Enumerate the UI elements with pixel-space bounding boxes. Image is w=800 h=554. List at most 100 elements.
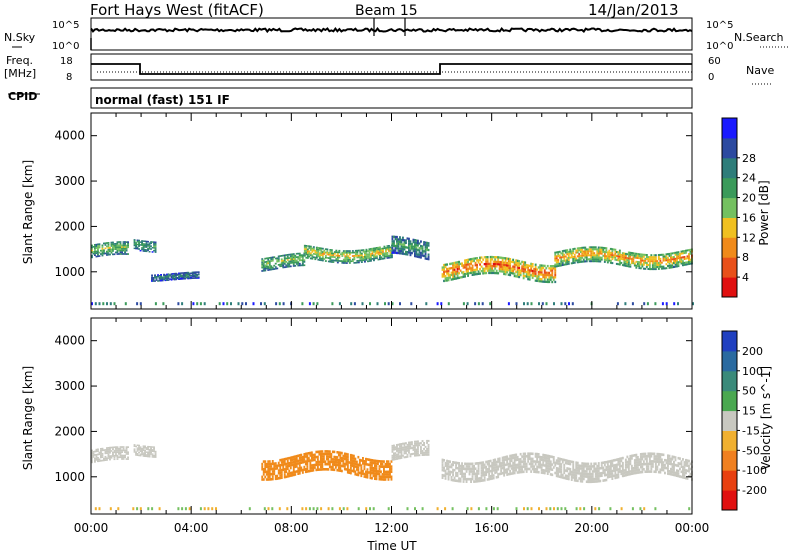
heatmap-cell <box>575 461 578 464</box>
heatmap-cell <box>144 445 146 447</box>
heatmap-cell <box>597 254 600 257</box>
heatmap-cell <box>578 259 581 262</box>
heatmap-cell <box>670 264 672 267</box>
heatmap-cell <box>415 440 418 443</box>
heatmap-cell <box>277 469 280 472</box>
heatmap-cell <box>303 255 306 257</box>
heatmap-cell <box>480 479 483 482</box>
heatmap-cell <box>587 462 590 466</box>
heatmap-cell <box>405 250 407 254</box>
heatmap-cell <box>660 453 663 456</box>
heatmap-cell <box>581 462 584 465</box>
heatmap-cell <box>680 462 683 466</box>
heatmap-cell <box>530 460 533 463</box>
heatmap-cell <box>674 265 677 268</box>
heatmap-cell <box>280 258 283 261</box>
heatmap-cell <box>682 250 684 253</box>
heatmap-cell <box>154 245 157 248</box>
heatmap-cell <box>97 253 99 256</box>
heatmap-cell <box>545 276 548 279</box>
heatmap-cell <box>667 257 669 260</box>
heatmap-cell <box>423 250 425 253</box>
heatmap-cell <box>540 266 543 269</box>
heatmap-cell <box>554 464 557 467</box>
heatmap-cell <box>283 475 286 479</box>
heatmap-cell <box>358 458 361 462</box>
heatmap-cell <box>265 478 268 481</box>
heatmap-cell <box>358 461 361 464</box>
ground-scatter-cell <box>109 302 112 306</box>
heatmap-cell <box>390 465 393 468</box>
heatmap-cell <box>602 250 605 253</box>
heatmap-cell <box>315 246 318 249</box>
heatmap-cell <box>685 263 687 266</box>
heatmap-cell <box>415 253 418 256</box>
ground-scatter-cell <box>568 302 570 306</box>
heatmap-cell <box>533 270 536 273</box>
heatmap-cell <box>92 454 95 457</box>
heatmap-cell <box>561 250 564 253</box>
heatmap-cell <box>394 458 397 461</box>
noise-panel-frame <box>90 17 693 51</box>
heatmap-cell <box>362 462 364 465</box>
heatmap-cell <box>563 466 566 469</box>
ground-scatter-cell <box>564 302 567 306</box>
heatmap-cell <box>315 450 318 454</box>
heatmap-cell <box>611 462 614 465</box>
heatmap-cell <box>465 268 468 271</box>
heatmap-cell <box>289 262 292 264</box>
heatmap-cell <box>136 246 139 249</box>
heatmap-cell <box>136 453 139 455</box>
heatmap-cell <box>91 449 93 452</box>
heatmap-cell <box>291 253 294 256</box>
heatmap-cell <box>151 454 154 457</box>
heatmap-cell <box>539 463 542 466</box>
heatmap-cell <box>363 467 366 471</box>
heatmap-cell <box>351 461 354 465</box>
heatmap-cell <box>415 248 418 251</box>
heatmap-cell <box>534 470 537 474</box>
heatmap-cell <box>473 465 475 468</box>
heatmap-cell <box>596 467 599 470</box>
heatmap-cell <box>477 261 480 264</box>
heatmap-cell <box>489 267 492 270</box>
heatmap-cell <box>305 253 308 256</box>
heatmap-cell <box>606 253 609 256</box>
heatmap-cell <box>444 461 447 465</box>
heatmap-cell <box>682 465 684 469</box>
heatmap-cell <box>688 459 690 463</box>
heatmap-cell <box>417 450 419 453</box>
heatmap-cell <box>578 467 581 470</box>
heatmap-cell <box>444 277 447 280</box>
heatmap-cell <box>280 473 283 477</box>
heatmap-cell <box>328 465 331 469</box>
heatmap-cell <box>369 476 372 480</box>
heatmap-cell <box>107 248 110 251</box>
heatmap-cell <box>554 461 557 465</box>
heatmap-cell <box>286 262 289 265</box>
heatmap-cell <box>327 457 330 461</box>
heatmap-cell <box>161 278 164 280</box>
heatmap-cell <box>271 475 274 478</box>
heatmap-cell <box>588 477 591 481</box>
heatmap-cell <box>670 457 672 461</box>
heatmap-cell <box>309 451 312 455</box>
heatmap-cell <box>605 473 608 477</box>
heatmap-cell <box>624 466 627 469</box>
heatmap-cell <box>576 479 579 483</box>
ground-scatter-cell <box>245 302 247 306</box>
heatmap-cell <box>346 460 349 464</box>
heatmap-cell <box>92 251 95 253</box>
heatmap-cell <box>486 269 489 272</box>
heatmap-cell <box>339 464 342 467</box>
heatmap-cell <box>285 467 288 471</box>
heatmap-cell <box>464 263 466 267</box>
heatmap-cell <box>417 442 419 445</box>
heatmap-cell <box>98 255 101 257</box>
heatmap-cell <box>489 464 492 468</box>
heatmap-cell <box>644 452 647 456</box>
heatmap-cell <box>409 441 412 444</box>
heatmap-cell <box>515 275 518 278</box>
heatmap-cell <box>545 273 548 277</box>
heatmap-cell <box>452 266 454 269</box>
